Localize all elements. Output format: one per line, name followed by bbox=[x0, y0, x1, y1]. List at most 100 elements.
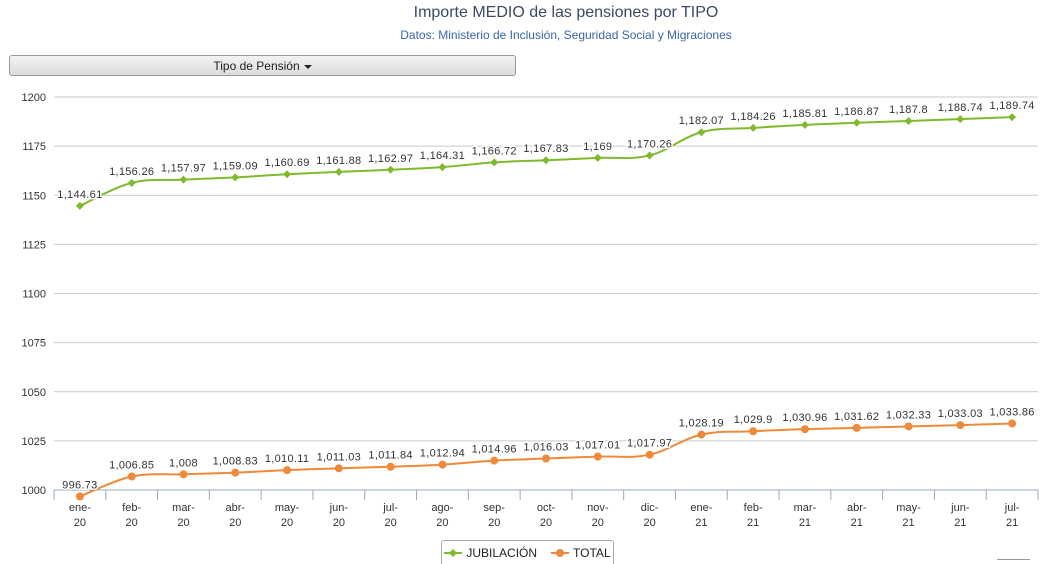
data-point-jubilacion bbox=[697, 128, 705, 136]
y-tick-label: 1200 bbox=[22, 92, 46, 104]
data-point-jubilacion bbox=[594, 154, 602, 162]
data-point-jubilacion bbox=[749, 124, 757, 132]
data-label-total: 1,016.03 bbox=[523, 442, 568, 454]
x-tick-label: 20 bbox=[592, 517, 604, 529]
data-label-jubilacion: 1,156.26 bbox=[109, 166, 154, 178]
data-label-total: 1,012.94 bbox=[420, 448, 465, 460]
data-label-jubilacion: 1,167.83 bbox=[523, 143, 568, 155]
data-label-total: 1,011.03 bbox=[317, 451, 361, 463]
data-point-total bbox=[646, 451, 654, 459]
data-point-jubilacion bbox=[76, 202, 84, 210]
x-tick-label: jul- bbox=[382, 502, 398, 514]
data-label-total: 1,033.86 bbox=[989, 406, 1034, 418]
x-tick-label: 20 bbox=[385, 517, 397, 529]
legend-label-total: TOTAL bbox=[573, 546, 611, 560]
data-point-jubilacion bbox=[438, 163, 446, 171]
data-label-total: 1,033.03 bbox=[938, 408, 983, 420]
data-point-jubilacion bbox=[801, 121, 809, 129]
x-tick-label: 20 bbox=[177, 517, 189, 529]
data-label-total: 1,008.83 bbox=[213, 456, 258, 468]
x-tick-label: 21 bbox=[1006, 517, 1018, 529]
data-label-jubilacion: 1,157.97 bbox=[161, 163, 206, 175]
scroll-hint-divider bbox=[997, 559, 1030, 560]
data-point-total bbox=[697, 431, 705, 439]
data-point-jubilacion bbox=[853, 119, 861, 127]
x-tick-label: 21 bbox=[954, 517, 966, 529]
data-label-jubilacion: 1,159.09 bbox=[213, 160, 258, 172]
data-point-total bbox=[283, 466, 291, 474]
x-tick-label: abr- bbox=[225, 502, 245, 514]
data-point-jubilacion bbox=[905, 117, 913, 125]
y-tick-label: 1050 bbox=[22, 387, 46, 399]
x-tick-label: mar- bbox=[172, 502, 195, 514]
data-label-total: 1,017.97 bbox=[627, 438, 672, 450]
data-point-total bbox=[905, 422, 913, 430]
y-tick-label: 1100 bbox=[22, 289, 46, 301]
x-tick-label: nov- bbox=[587, 502, 609, 514]
x-tick-label: may- bbox=[896, 502, 921, 514]
x-tick-label: 21 bbox=[747, 517, 759, 529]
data-point-total bbox=[387, 463, 395, 471]
x-tick-label: oct- bbox=[537, 502, 556, 514]
x-tick-label: 21 bbox=[902, 517, 914, 529]
data-point-jubilacion bbox=[542, 156, 550, 164]
y-tick-label: 1075 bbox=[22, 338, 46, 350]
data-point-jubilacion bbox=[179, 176, 187, 184]
chart-legend: JUBILACIÓN TOTAL bbox=[441, 540, 614, 564]
data-label-jubilacion: 1,169 bbox=[583, 141, 612, 153]
data-label-total: 1,029.9 bbox=[734, 414, 773, 426]
data-label-total: 1,032.33 bbox=[886, 409, 931, 421]
data-label-total: 996.73 bbox=[62, 479, 97, 491]
y-tick-label: 1025 bbox=[22, 436, 46, 448]
x-tick-label: 21 bbox=[695, 517, 707, 529]
x-tick-label: jun- bbox=[329, 502, 349, 514]
diamond-marker-icon bbox=[444, 548, 462, 558]
legend-label-jubilacion: JUBILACIÓN bbox=[466, 546, 537, 560]
data-label-jubilacion: 1,170.26 bbox=[627, 138, 672, 150]
x-tick-label: jul- bbox=[1004, 502, 1020, 514]
data-label-jubilacion: 1,189.74 bbox=[989, 100, 1034, 112]
legend-item-total[interactable]: TOTAL bbox=[551, 546, 611, 560]
data-point-total bbox=[749, 427, 757, 435]
data-point-jubilacion bbox=[1008, 113, 1016, 121]
data-label-jubilacion: 1,162.97 bbox=[368, 153, 413, 165]
data-label-total: 1,017.01 bbox=[575, 440, 620, 452]
data-point-total bbox=[853, 424, 861, 432]
data-point-total bbox=[335, 464, 343, 472]
x-tick-label: feb- bbox=[744, 502, 763, 514]
data-point-total bbox=[542, 455, 550, 463]
x-tick-label: 20 bbox=[643, 517, 655, 529]
data-label-total: 1,008 bbox=[169, 457, 198, 469]
data-label-jubilacion: 1,182.07 bbox=[679, 115, 724, 127]
x-tick-label: 20 bbox=[488, 517, 500, 529]
data-point-total bbox=[76, 492, 84, 500]
data-point-jubilacion bbox=[128, 179, 136, 187]
y-tick-label: 1000 bbox=[22, 485, 46, 497]
data-point-total bbox=[179, 470, 187, 478]
legend-item-jubilacion[interactable]: JUBILACIÓN bbox=[444, 546, 537, 560]
data-label-jubilacion: 1,184.26 bbox=[731, 111, 776, 123]
data-point-total bbox=[1008, 419, 1016, 427]
x-tick-label: 20 bbox=[333, 517, 345, 529]
data-point-total bbox=[490, 457, 498, 465]
data-label-jubilacion: 1,160.69 bbox=[264, 157, 309, 169]
y-tick-label: 1125 bbox=[22, 239, 46, 251]
x-tick-label: 21 bbox=[799, 517, 811, 529]
y-tick-label: 1175 bbox=[22, 141, 46, 153]
x-tick-label: may- bbox=[275, 502, 300, 514]
data-point-jubilacion bbox=[283, 170, 291, 178]
x-tick-label: 21 bbox=[851, 517, 863, 529]
data-point-total bbox=[956, 421, 964, 429]
x-tick-label: feb- bbox=[122, 502, 141, 514]
x-tick-label: 20 bbox=[126, 517, 138, 529]
data-label-total: 1,028.19 bbox=[679, 418, 724, 430]
data-label-jubilacion: 1,185.81 bbox=[782, 108, 827, 120]
line-chart: 100010251050107511001125115011751200ene-… bbox=[0, 0, 1045, 562]
data-point-jubilacion bbox=[335, 168, 343, 176]
y-tick-label: 1150 bbox=[22, 190, 46, 202]
data-point-jubilacion bbox=[231, 173, 239, 181]
data-label-jubilacion: 1,144.61 bbox=[57, 189, 102, 201]
x-tick-label: dic- bbox=[641, 502, 659, 514]
data-point-total bbox=[128, 473, 136, 481]
data-point-total bbox=[801, 425, 809, 433]
